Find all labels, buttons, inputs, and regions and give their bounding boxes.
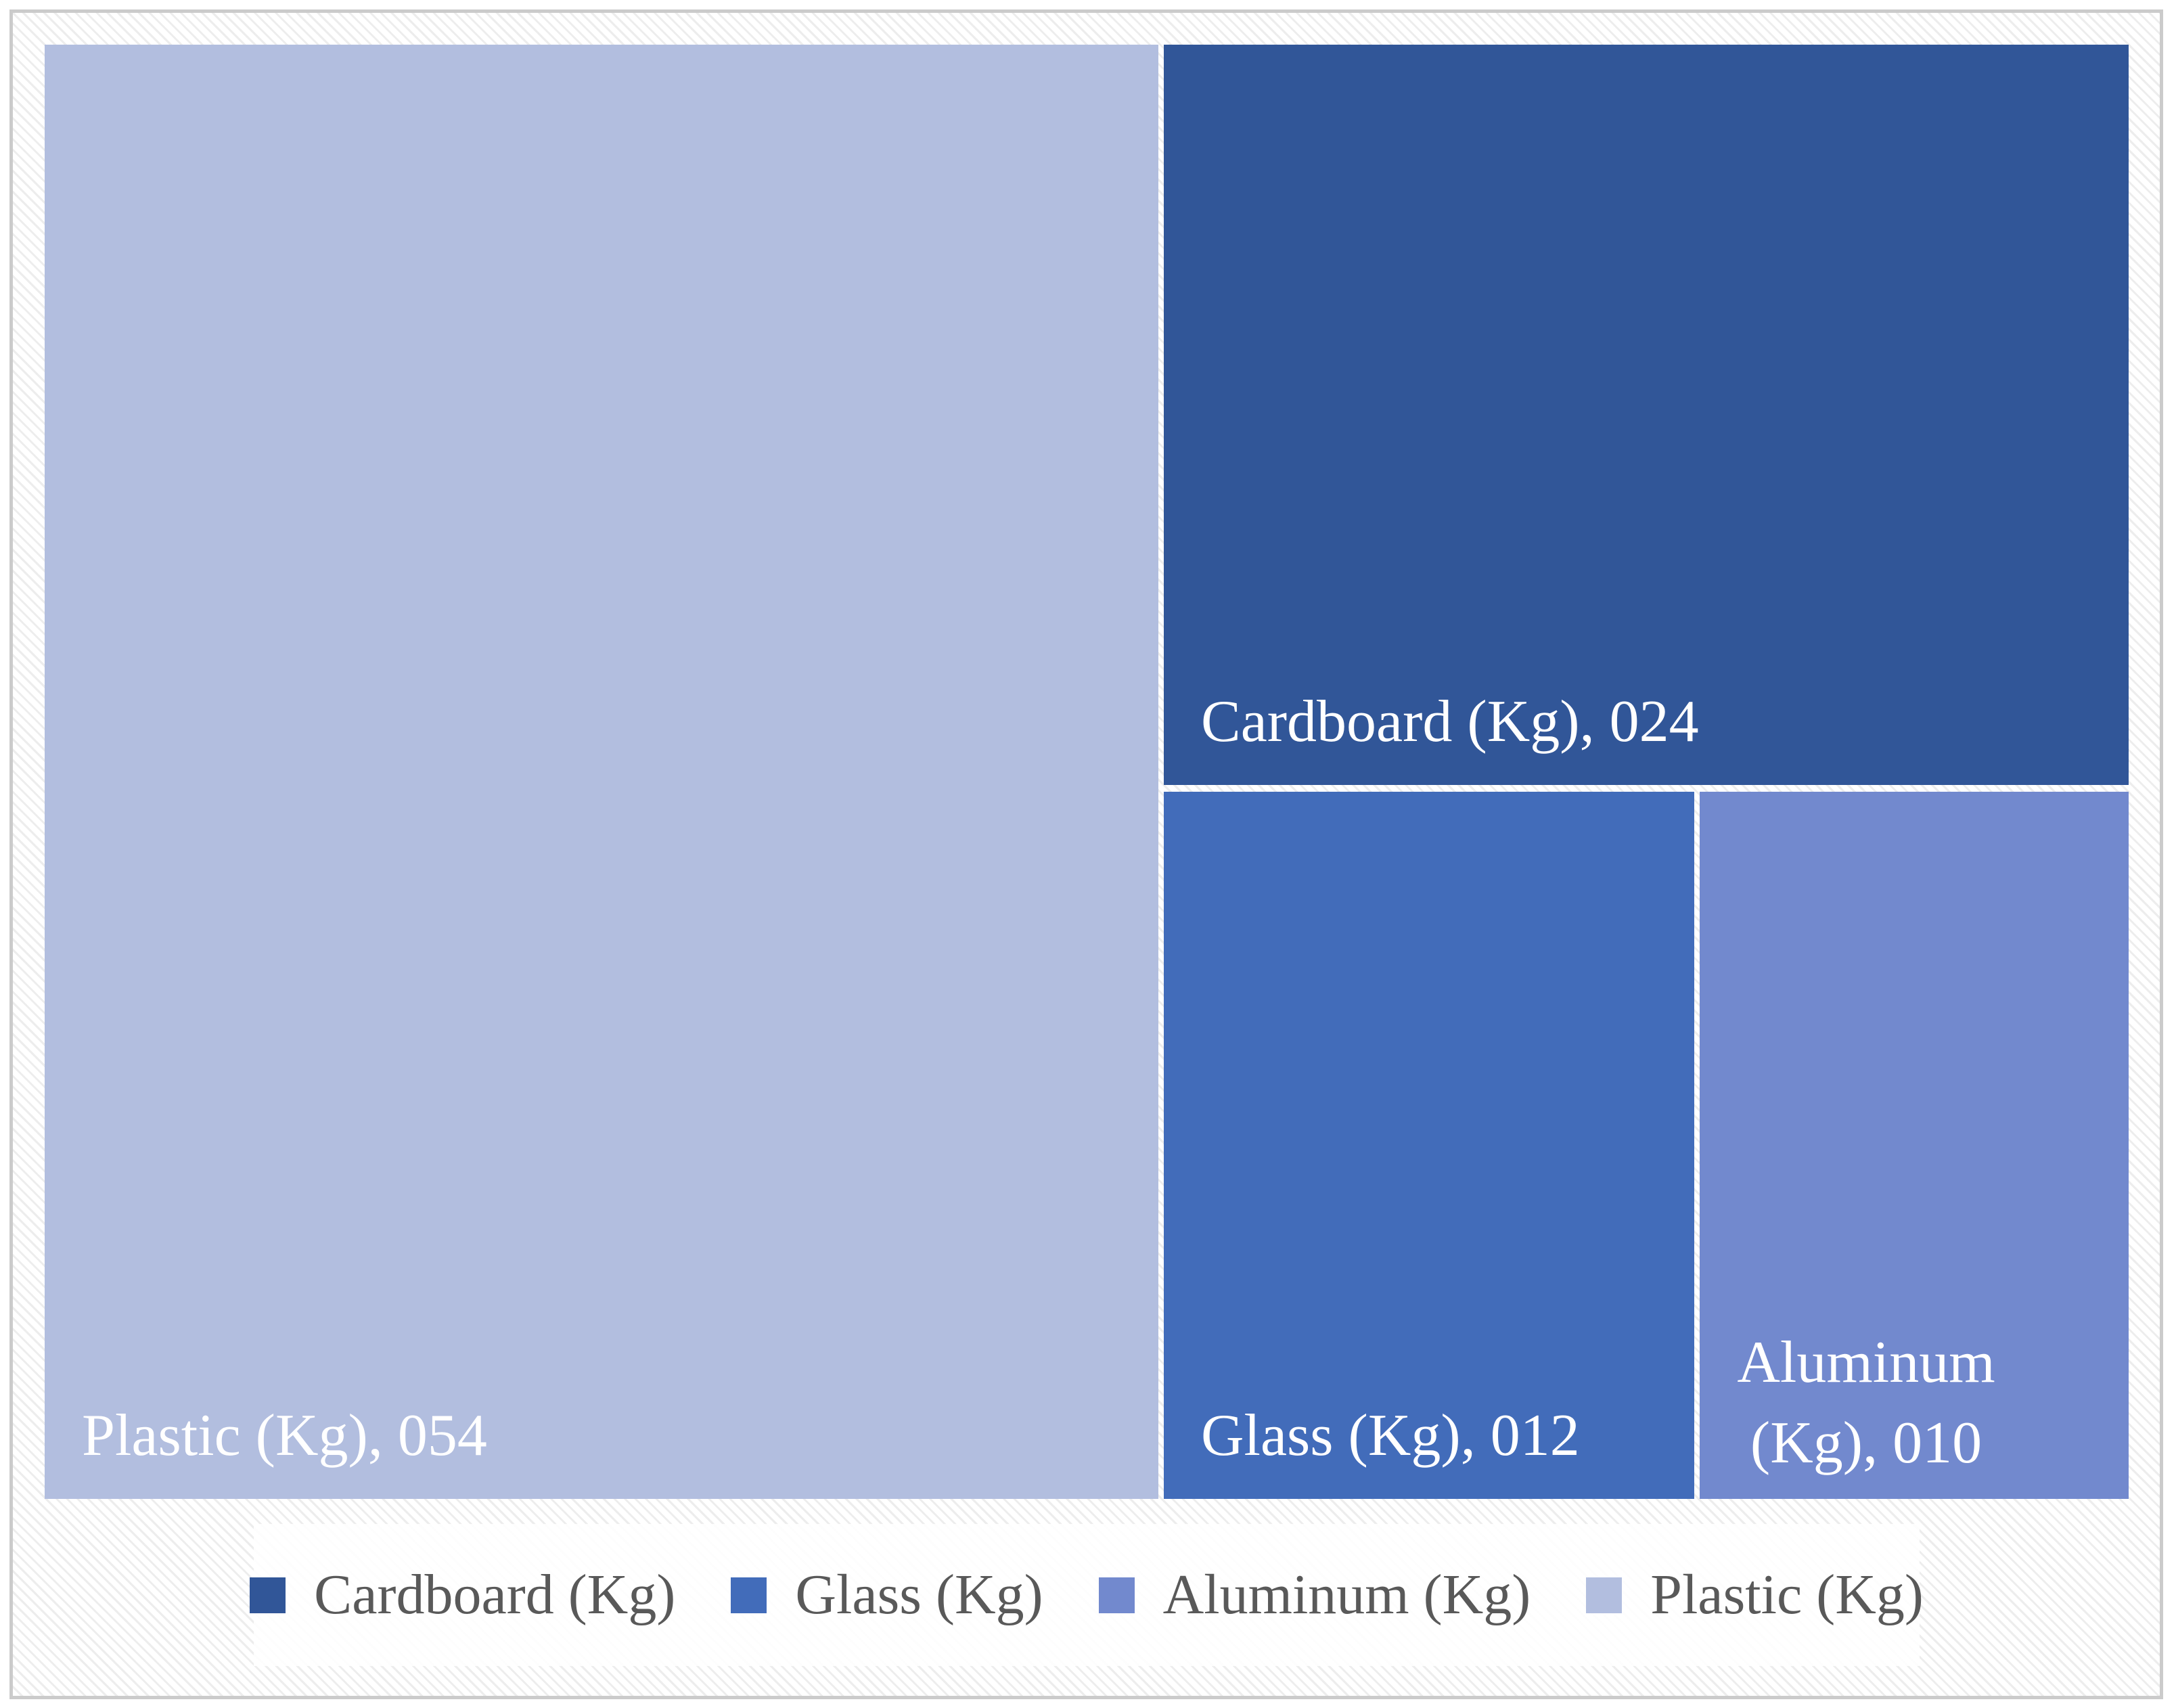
legend-label-plastic: Plastic (Kg) [1650,1563,1924,1626]
treemap-tile-aluminum[interactable]: Aluminum (Kg), 010 [1700,792,2129,1499]
treemap-tile-glass[interactable]: Glass (Kg), 012 [1164,792,1694,1499]
legend-marker-plastic-icon [1586,1577,1623,1613]
legend-item-aluminum[interactable]: Aluminum (Kg) [1098,1563,1531,1626]
tile-label-glass: Glass (Kg), 012 [1201,1403,1580,1469]
legend-label-aluminum: Aluminum (Kg) [1162,1563,1531,1626]
treemap-tile-plastic[interactable]: Plastic (Kg), 054 [45,45,1158,1499]
legend-marker-aluminum-icon [1098,1577,1135,1613]
tile-label-cardboard: Cardboard (Kg), 024 [1201,689,1699,755]
legend-item-plastic[interactable]: Plastic (Kg) [1586,1567,1924,1623]
legend-label-glass: Glass (Kg) [795,1563,1043,1626]
legend-marker-cardboard-icon [250,1577,286,1613]
legend-item-cardboard[interactable]: Cardboard (Kg) [250,1567,675,1623]
legend-item-glass[interactable]: Glass (Kg) [731,1567,1043,1623]
tile-label-aluminum: Aluminum (Kg), 010 [1737,1330,1995,1477]
chart-legend: Cardboard (Kg) Glass (Kg) Aluminum (Kg) … [250,1524,1924,1666]
treemap-tile-cardboard[interactable]: Cardboard (Kg), 024 [1164,45,2129,785]
legend-marker-glass-icon [731,1577,767,1613]
tile-label-plastic: Plastic (Kg), 054 [82,1403,487,1469]
legend-label-cardboard: Cardboard (Kg) [314,1563,676,1626]
